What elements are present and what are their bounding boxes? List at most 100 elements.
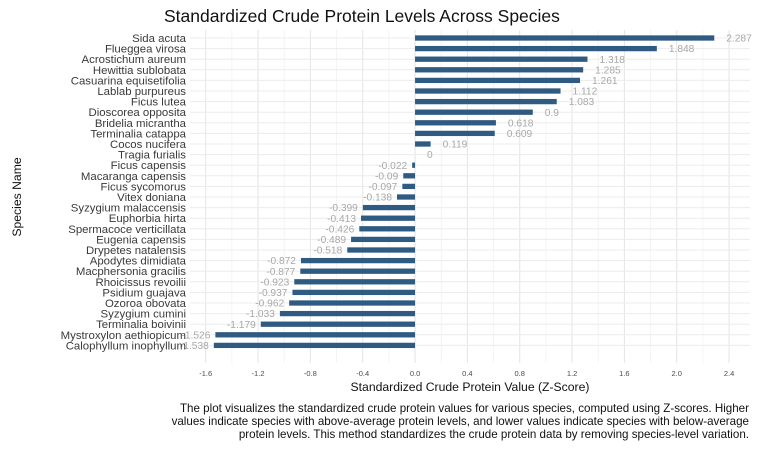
bar-value-label: 1.285 xyxy=(595,65,621,76)
bar xyxy=(213,342,416,349)
x-tick-label: 0.8 xyxy=(515,369,525,378)
category-label: Dioscorea opposita xyxy=(88,107,186,119)
bar-value-label: -0.962 xyxy=(255,299,284,310)
bar xyxy=(260,321,416,327)
bar-value-label: -0.138 xyxy=(363,193,392,204)
x-tick-label: -0.8 xyxy=(304,369,317,378)
bar-value-label: -0.877 xyxy=(266,267,295,278)
category-label: Ficus sycomorus xyxy=(101,181,187,193)
x-tick-label: 0.4 xyxy=(462,369,472,378)
bar-value-label: 1.112 xyxy=(573,87,598,98)
x-tick-labels: -1.6 -1.2 -0.8 -0.4 0.0 0.4 0.8 1.2 1.6 2.0 2.4 xyxy=(199,369,734,378)
bar-value-label: 0.609 xyxy=(507,129,533,140)
category-label: Hewittia sublobata xyxy=(93,65,187,77)
category-label: Terminalia boivinii xyxy=(96,319,186,331)
bar-value-label: -0.09 xyxy=(375,171,399,182)
bar xyxy=(415,120,496,126)
bar xyxy=(415,67,584,73)
bar-value-label: 0.119 xyxy=(443,140,468,151)
bar-value-label: -0.937 xyxy=(259,288,288,299)
bar-chart: Standardized Crude Protein Levels Across… xyxy=(10,6,752,394)
category-label: Psidium guajava xyxy=(102,287,186,299)
bar xyxy=(279,310,416,317)
x-tick-label: -0.4 xyxy=(356,369,369,378)
bar xyxy=(294,279,416,285)
bar xyxy=(361,215,416,221)
y-axis-label: Species Name xyxy=(10,157,24,236)
bar xyxy=(351,236,416,243)
bar-value-label: -0.489 xyxy=(317,235,346,246)
bar-value-label: -0.399 xyxy=(329,203,358,214)
category-label: Syzygium malaccensis xyxy=(71,203,187,215)
x-tick-label: -1.2 xyxy=(252,369,265,378)
bar-value-label: -1.033 xyxy=(246,309,275,320)
bar xyxy=(359,226,416,232)
bar xyxy=(396,194,416,200)
x-tick-label: 0.0 xyxy=(410,369,420,378)
bar xyxy=(292,289,416,296)
category-label: Calophyllum inophyllum xyxy=(66,340,186,352)
bar xyxy=(347,247,416,253)
bar-value-label: 0.9 xyxy=(545,108,559,119)
chart-caption: The plot visualizes the standardized cru… xyxy=(171,402,749,441)
bar xyxy=(415,109,533,115)
category-label: Ficus lutea xyxy=(131,97,187,109)
bar xyxy=(412,162,416,168)
category-label: Macaranga capensis xyxy=(81,171,186,183)
category-label: Ozoroa obovata xyxy=(105,298,187,310)
bar-value-label: -1.538 xyxy=(180,341,209,352)
bar xyxy=(215,332,416,338)
bar xyxy=(415,77,581,84)
category-label: Drypetes natalensis xyxy=(86,245,186,257)
bar-value-label: 1.848 xyxy=(669,44,695,55)
category-label: Casuarina equisetifolia xyxy=(71,75,187,87)
x-axis-label: Standardized Crude Protein Value (Z-Scor… xyxy=(351,380,590,394)
x-tick-label: 2.0 xyxy=(672,369,682,378)
x-tick-label: 1.2 xyxy=(567,369,577,378)
category-label: Apodytes dimidiata xyxy=(90,256,187,268)
category-label: Ficus capensis xyxy=(111,160,187,172)
bar xyxy=(415,141,431,147)
category-label: Vitex doniana xyxy=(117,192,186,204)
category-label: Euphorbia hirta xyxy=(109,213,187,225)
bar xyxy=(415,88,561,94)
category-label: Mystroxylon aethiopicum xyxy=(61,330,186,342)
x-tick-label: -1.6 xyxy=(199,369,212,378)
category-label: Sida acuta xyxy=(132,33,186,45)
bar xyxy=(289,300,416,306)
category-label: Terminalia catappa xyxy=(90,128,186,140)
bar-value-label: -0.923 xyxy=(260,277,289,288)
bar xyxy=(415,56,588,62)
bar xyxy=(415,98,557,105)
category-label: Macphersonia gracilis xyxy=(76,266,186,278)
category-label: Flueggea virosa xyxy=(105,44,187,56)
x-tick-label: 2.4 xyxy=(724,369,734,378)
bar-value-label: -1.179 xyxy=(227,320,256,331)
bar xyxy=(415,130,495,137)
bar-value-label: 0 xyxy=(427,150,433,161)
bar xyxy=(403,173,416,179)
bar xyxy=(415,35,715,41)
bar xyxy=(300,268,416,274)
bar-value-label: 1.083 xyxy=(569,97,595,108)
category-label: Spermacoce verticillata xyxy=(68,224,186,236)
category-label: Lablab purpureus xyxy=(97,86,186,98)
category-label: Syzygium cumini xyxy=(101,309,186,321)
bar xyxy=(300,257,416,264)
bar-value-label: -0.872 xyxy=(267,256,296,267)
x-tick-label: 1.6 xyxy=(619,369,629,378)
bar-value-label: -0.022 xyxy=(378,161,407,172)
bar xyxy=(415,45,657,52)
category-label: Bridelia micrantha xyxy=(95,118,187,130)
bar-value-label: -1.526 xyxy=(181,330,210,341)
category-label: Cocos nucifera xyxy=(110,139,187,151)
bar-value-label: -0.426 xyxy=(325,224,354,235)
category-label: Eugenia capensis xyxy=(96,234,186,246)
chart-title: Standardized Crude Protein Levels Across… xyxy=(164,6,560,26)
bar-value-label: -0.097 xyxy=(368,182,397,193)
bar xyxy=(362,204,416,211)
bar-value-label: -0.413 xyxy=(327,214,356,225)
category-label: Tragia furialis xyxy=(118,150,186,162)
